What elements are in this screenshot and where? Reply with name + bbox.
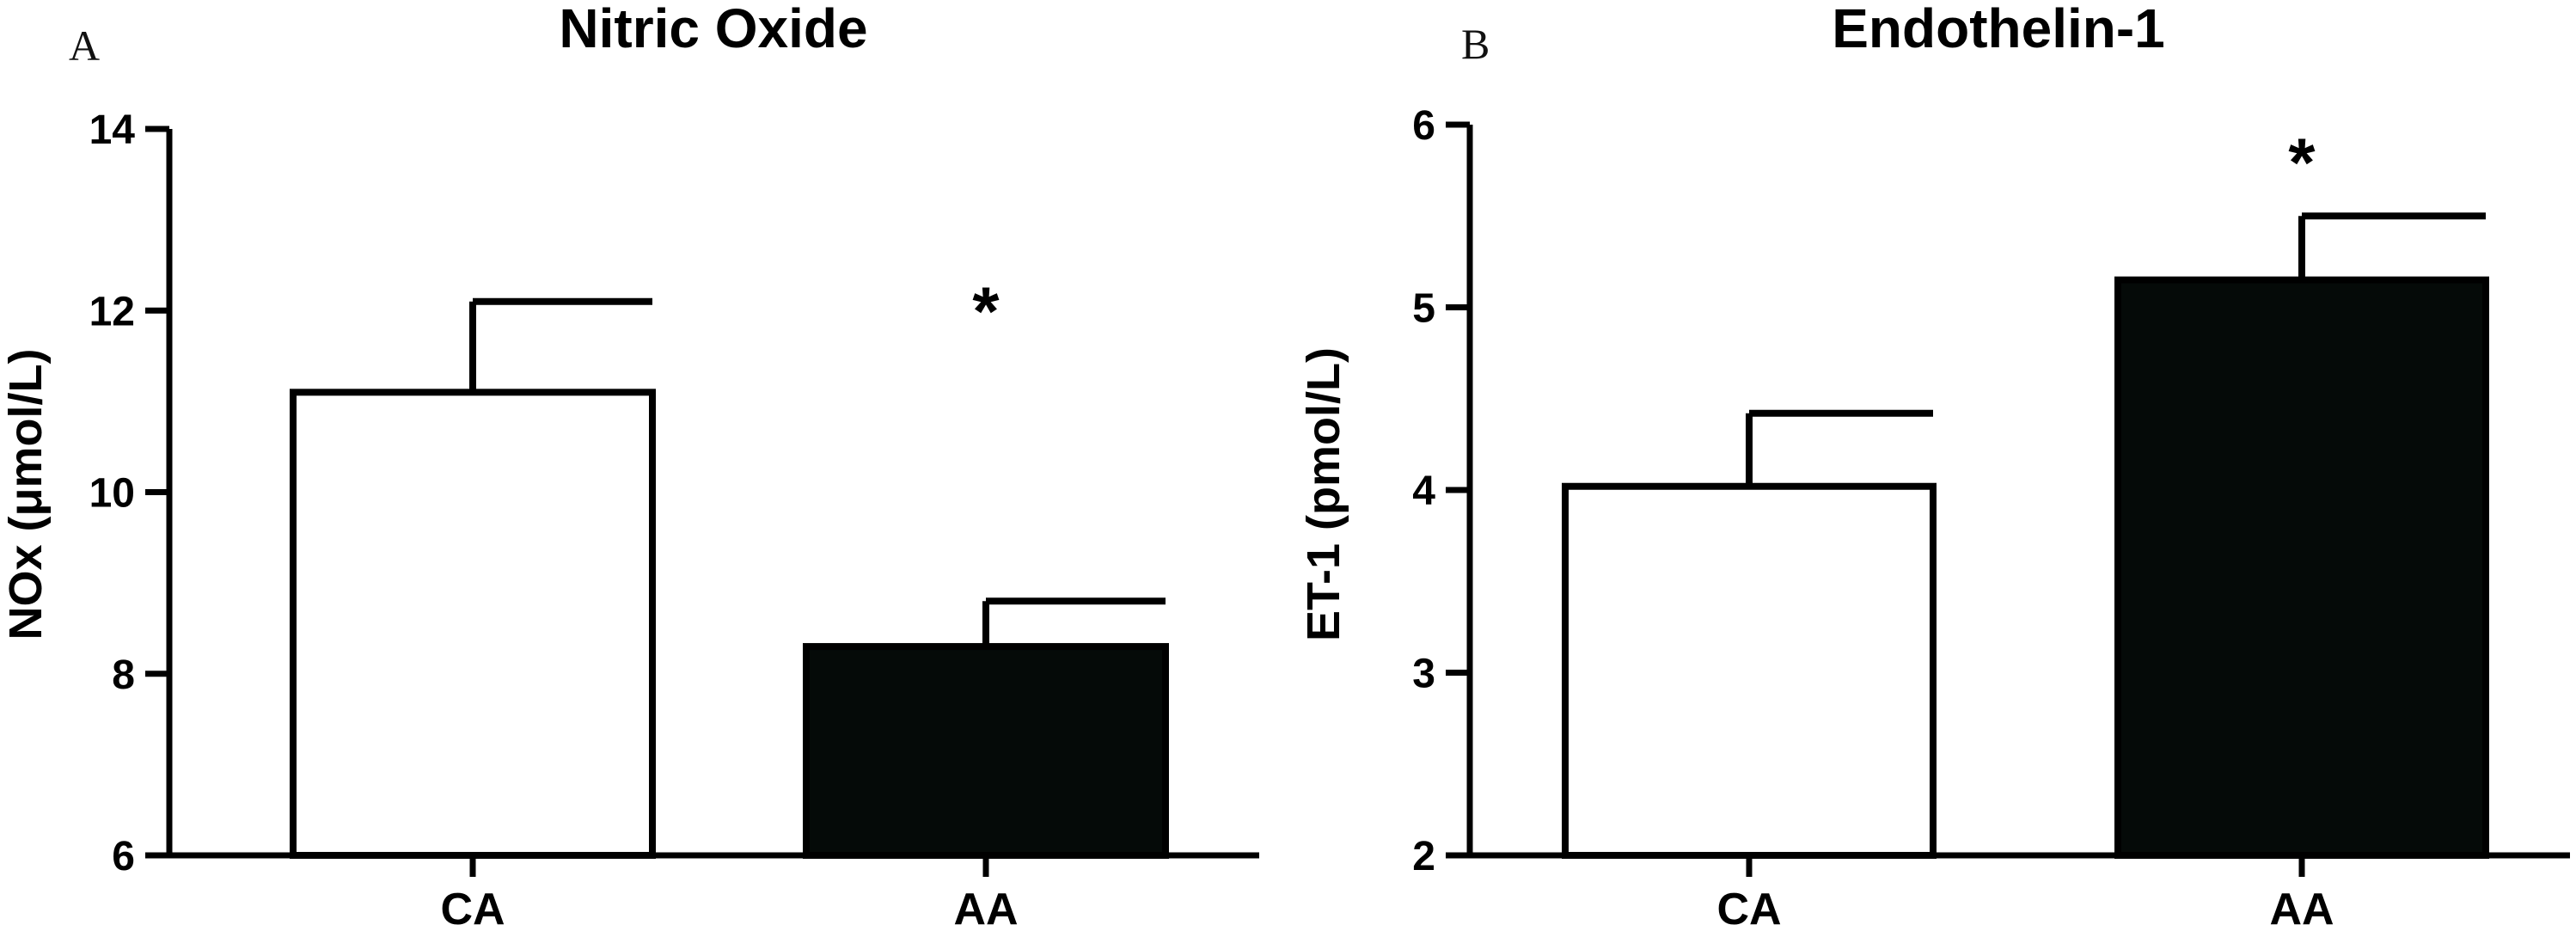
y-tick-label: 5 [1412, 286, 1435, 332]
y-tick-label: 2 [1412, 834, 1435, 879]
y-tick-label: 4 [1412, 469, 1435, 514]
chart-title: Endothelin-1 [1832, 0, 2165, 59]
y-axis-label: NOx (μmol/L) [0, 348, 52, 640]
y-tick-label: 6 [1412, 103, 1435, 149]
bar-ca [1562, 482, 1937, 859]
y-tick-label: 6 [112, 834, 135, 879]
panel-a: A Nitric Oxide NOx (μmol/L) CA * AA 6 8 10 12 14 [0, 0, 1259, 931]
bar-ca [290, 389, 656, 859]
y-tick-label: 12 [89, 289, 135, 334]
chart-title: Nitric Oxide [559, 0, 867, 59]
y-tick-label: 3 [1412, 652, 1435, 697]
bar-aa [2114, 276, 2489, 859]
y-axis-label: ET-1 (pmol/L) [1298, 347, 1349, 641]
significance-marker-aa: * [2288, 124, 2316, 200]
panel-b: B Endothelin-1 ET-1 (pmol/L) CA * AA 2 3 4 5 6 [1298, 0, 2570, 931]
bar-aa [803, 643, 1169, 859]
y-tick-label: 14 [89, 107, 136, 153]
y-tick-label: 10 [89, 471, 135, 517]
category-label-aa: AA [953, 885, 1018, 931]
category-label-aa: AA [2269, 885, 2334, 931]
category-label-ca: CA [440, 885, 505, 931]
y-tick-label: 8 [112, 652, 135, 698]
significance-marker-aa: * [972, 273, 1000, 349]
panel-letter: B [1461, 20, 1490, 68]
category-label-ca: CA [1716, 885, 1781, 931]
panel-letter: A [69, 21, 100, 70]
